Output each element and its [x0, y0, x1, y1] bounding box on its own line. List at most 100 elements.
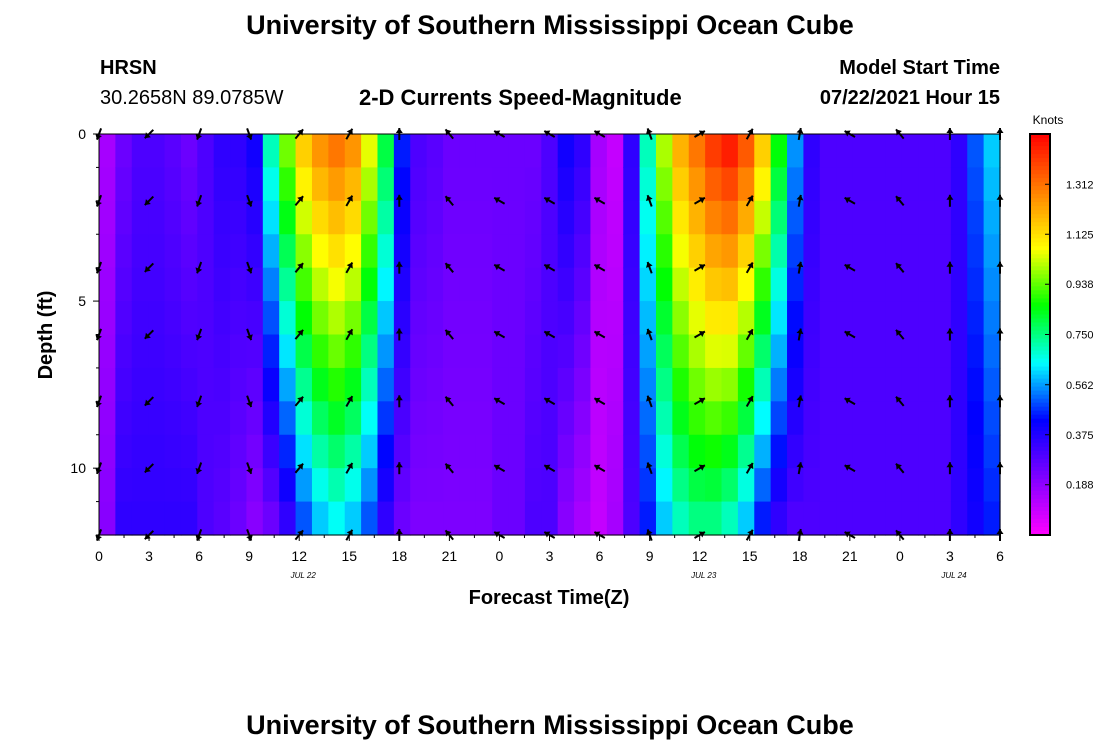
heatmap-cell — [262, 434, 280, 469]
heatmap-cell — [311, 501, 329, 536]
heatmap-cell — [918, 468, 936, 503]
heatmap-cell — [164, 401, 182, 436]
heatmap-cell — [115, 134, 133, 169]
heatmap-cell — [180, 167, 198, 202]
heatmap-cell — [475, 367, 493, 402]
colorbar-segment — [1030, 270, 1050, 275]
heatmap-cell — [328, 234, 346, 269]
heatmap-cell — [737, 334, 755, 369]
heatmap-cell — [180, 234, 198, 269]
heatmap-cell — [868, 167, 886, 202]
heatmap-cell — [197, 468, 215, 503]
heatmap-cell — [492, 234, 510, 269]
heatmap-cell — [950, 367, 968, 402]
heatmap-cell — [361, 301, 379, 336]
heatmap-cell — [262, 234, 280, 269]
heatmap-cell — [557, 167, 575, 202]
heatmap-cell — [737, 167, 755, 202]
heatmap-cell — [443, 234, 460, 269]
heatmap-cell — [803, 501, 821, 536]
colorbar-segment — [1030, 178, 1050, 183]
heatmap-cell — [148, 334, 166, 369]
heatmap-cell — [148, 434, 166, 469]
heatmap-cell — [590, 401, 608, 436]
heatmap-cell — [967, 401, 985, 436]
heatmap-cell — [295, 401, 313, 436]
heatmap-cell — [541, 334, 559, 369]
heatmap-cell — [770, 468, 788, 503]
heatmap-cell — [852, 134, 870, 169]
colorbar-segment — [1030, 234, 1050, 239]
heatmap-cell — [508, 334, 526, 369]
heatmap-cell — [443, 267, 460, 302]
current-arrow-head — [195, 200, 203, 207]
heatmap-cell — [983, 301, 1001, 336]
heatmap-cell — [770, 501, 788, 536]
heatmap-cell — [148, 267, 166, 302]
current-arrow-head — [698, 331, 705, 337]
heatmap-cell — [541, 234, 559, 269]
heatmap-cell — [557, 267, 575, 302]
heatmap-cell — [541, 134, 559, 169]
current-arrow-head — [796, 462, 804, 468]
heatmap-cell — [524, 334, 542, 369]
heatmap-cell — [574, 200, 592, 235]
heatmap-cell — [787, 367, 805, 402]
heatmap-cell — [279, 301, 297, 336]
heatmap-cell — [311, 134, 329, 169]
heatmap-cell — [410, 134, 428, 169]
heatmap-cell — [410, 234, 428, 269]
heatmap-cell — [541, 267, 559, 302]
heatmap-cell — [967, 167, 985, 202]
heatmap-cell — [950, 267, 968, 302]
heatmap-cell — [230, 267, 248, 302]
colorbar-segment — [1030, 174, 1050, 179]
heatmap-cell — [606, 468, 624, 503]
heatmap-cell — [295, 167, 313, 202]
heatmap-cell — [868, 334, 886, 369]
colorbar-segment — [1030, 254, 1050, 259]
heatmap-cell — [885, 367, 903, 402]
heatmap-cell — [393, 200, 411, 235]
heatmap-cell — [344, 434, 362, 469]
current-arrow-head — [246, 267, 253, 274]
heatmap-cell — [983, 501, 1001, 536]
heatmap-cell — [901, 501, 919, 536]
x-tick-label: 6 — [996, 548, 1004, 564]
heatmap-cell — [180, 468, 198, 503]
current-arrow-head — [747, 195, 754, 202]
heatmap-cell — [377, 167, 395, 202]
current-arrow-head — [395, 462, 403, 468]
heatmap-cell — [377, 367, 395, 402]
heatmap-cell — [393, 334, 411, 369]
heatmap-cell — [836, 234, 854, 269]
heatmap-cell — [934, 301, 952, 336]
colorbar-segment — [1030, 522, 1050, 528]
heatmap-cell — [393, 134, 411, 169]
heatmap-cell — [639, 200, 657, 235]
heatmap-cell — [426, 501, 444, 536]
heatmap-cell — [328, 401, 346, 436]
heatmap-cell — [197, 434, 215, 469]
current-arrow-head — [445, 263, 452, 270]
heatmap-cell — [131, 301, 149, 336]
heatmap-cell — [934, 234, 952, 269]
heatmap-cell — [361, 367, 379, 402]
heatmap-cell — [819, 134, 837, 169]
heatmap-cell — [279, 401, 297, 436]
heatmap-cell — [393, 468, 411, 503]
heatmap-cell — [574, 134, 592, 169]
colorbar-tick-label: 0.562 — [1066, 380, 1094, 392]
heatmap-cell — [459, 167, 477, 202]
current-arrow-head — [796, 395, 804, 401]
heatmap-cell — [246, 167, 264, 202]
current-arrow-head — [195, 467, 203, 474]
heatmap-cell — [459, 134, 477, 169]
colorbar: 0.188 0.375 0.562 0.750 0.938 1.125 1.312 — [1029, 133, 1094, 536]
heatmap-cell — [885, 234, 903, 269]
current-arrow-head — [346, 128, 353, 135]
heatmap-cell — [639, 367, 657, 402]
colorbar-segment — [1030, 230, 1050, 235]
heatmap-cell — [213, 334, 231, 369]
heatmap-cell — [918, 134, 936, 169]
